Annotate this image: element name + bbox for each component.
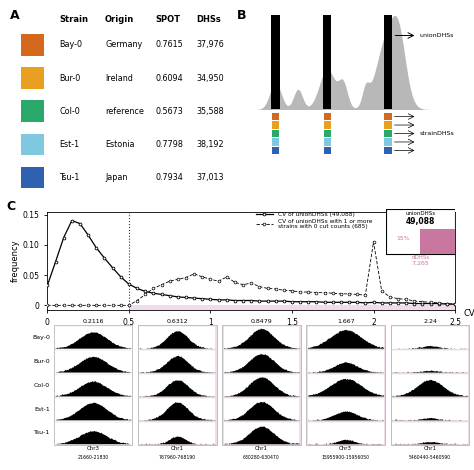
Text: 15955900-15956050: 15955900-15956050 xyxy=(322,455,370,460)
Text: C: C xyxy=(7,200,16,212)
Bar xyxy=(21,133,44,155)
Bar xyxy=(139,326,215,349)
Bar xyxy=(392,422,468,444)
Text: Bur-0: Bur-0 xyxy=(33,359,50,364)
Text: 0.6094: 0.6094 xyxy=(155,74,182,83)
Bar xyxy=(21,167,44,188)
Bar xyxy=(308,326,383,349)
Text: Chr1: Chr1 xyxy=(255,446,268,451)
Text: Chr3: Chr3 xyxy=(339,446,352,451)
Bar xyxy=(55,398,131,420)
Bar xyxy=(224,422,300,444)
Text: 0.7798: 0.7798 xyxy=(155,140,183,149)
Bar xyxy=(139,350,215,373)
Bar xyxy=(224,350,300,373)
Bar xyxy=(129,305,455,310)
Text: Japan: Japan xyxy=(105,173,128,182)
Bar xyxy=(55,374,131,396)
Text: Tsu-1: Tsu-1 xyxy=(34,431,50,435)
Text: CV: CV xyxy=(463,309,474,318)
Text: Chr3: Chr3 xyxy=(86,446,100,451)
Bar xyxy=(308,374,383,396)
Bar xyxy=(21,67,44,89)
Text: Bay-0: Bay-0 xyxy=(60,40,82,49)
Bar xyxy=(224,326,300,349)
Bar xyxy=(392,326,468,349)
Text: DHSs: DHSs xyxy=(196,16,221,24)
Y-axis label: frequency: frequency xyxy=(11,240,20,282)
Bar xyxy=(392,350,468,373)
Text: Est-1: Est-1 xyxy=(60,140,80,149)
Bar xyxy=(55,350,131,373)
Bar xyxy=(391,325,469,445)
Bar xyxy=(224,374,300,396)
Bar xyxy=(21,101,44,122)
Text: 0.5673: 0.5673 xyxy=(155,107,183,116)
Text: 0.8479: 0.8479 xyxy=(251,319,273,324)
Text: 0.6312: 0.6312 xyxy=(166,319,188,324)
Text: 630280-630470: 630280-630470 xyxy=(243,455,280,460)
Text: Tsu-1: Tsu-1 xyxy=(60,173,80,182)
Text: 2.24: 2.24 xyxy=(423,319,437,324)
Bar xyxy=(139,398,215,420)
Text: 0.7934: 0.7934 xyxy=(155,173,183,182)
Text: A: A xyxy=(9,9,19,23)
Text: 37,013: 37,013 xyxy=(196,173,224,182)
Text: Chr1: Chr1 xyxy=(423,446,437,451)
Bar xyxy=(138,325,217,445)
Bar xyxy=(139,422,215,444)
Bar xyxy=(139,374,215,396)
Text: Ireland: Ireland xyxy=(105,74,133,83)
Bar xyxy=(392,398,468,420)
Text: 35,588: 35,588 xyxy=(196,107,224,116)
Text: Origin: Origin xyxy=(105,16,134,24)
Text: B: B xyxy=(237,9,246,23)
Text: reference: reference xyxy=(105,107,144,116)
Text: Est-1: Est-1 xyxy=(34,407,50,412)
Text: Col-0: Col-0 xyxy=(34,383,50,388)
Text: 37,976: 37,976 xyxy=(196,40,224,49)
Bar xyxy=(308,398,383,420)
Text: 38,192: 38,192 xyxy=(196,140,224,149)
Text: 34,950: 34,950 xyxy=(196,74,224,83)
Bar xyxy=(55,326,131,349)
Bar xyxy=(306,325,385,445)
Bar xyxy=(54,325,132,445)
Text: Estonia: Estonia xyxy=(105,140,135,149)
Text: 5460440-5460590: 5460440-5460590 xyxy=(409,455,451,460)
Text: 767960-768190: 767960-768190 xyxy=(159,455,196,460)
Text: Col-0: Col-0 xyxy=(60,107,80,116)
Text: 0.7615: 0.7615 xyxy=(155,40,183,49)
Legend: CV of unionDHSs (49,088), CV of unionDHSs with 1 or more
strains with 0 cut coun: CV of unionDHSs (49,088), CV of unionDHS… xyxy=(253,210,374,232)
Text: 0.2116: 0.2116 xyxy=(82,319,104,324)
Bar xyxy=(308,350,383,373)
Bar xyxy=(222,325,301,445)
Text: Bay-0: Bay-0 xyxy=(32,335,50,340)
Text: 1.667: 1.667 xyxy=(337,319,355,324)
Bar xyxy=(224,398,300,420)
Text: SPOT: SPOT xyxy=(155,16,180,24)
Text: Strain: Strain xyxy=(60,16,89,24)
Text: Bur-0: Bur-0 xyxy=(60,74,81,83)
Text: Chr1: Chr1 xyxy=(171,446,184,451)
Bar xyxy=(21,34,44,56)
Bar xyxy=(308,422,383,444)
Bar xyxy=(392,374,468,396)
Bar xyxy=(55,422,131,444)
Text: Germany: Germany xyxy=(105,40,142,49)
Text: 21660-21830: 21660-21830 xyxy=(77,455,109,460)
